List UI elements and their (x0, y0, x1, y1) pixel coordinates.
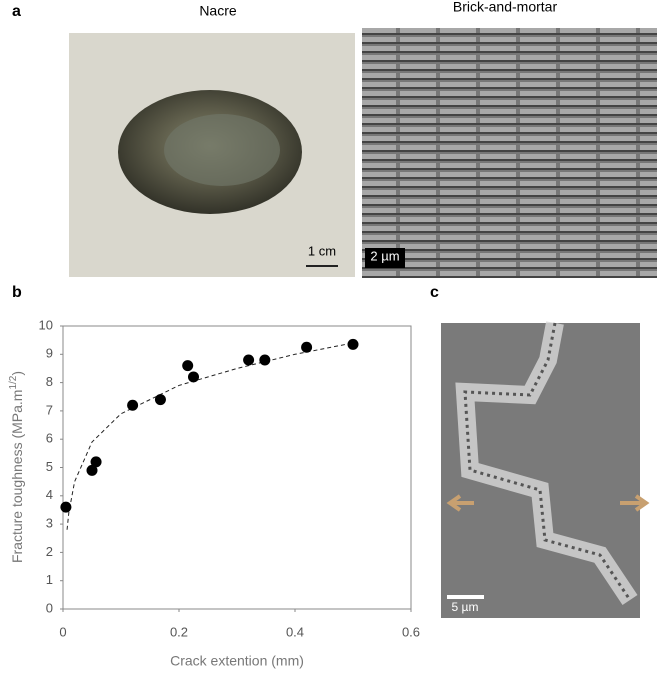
point (301, 341, 313, 353)
x-tick-label: 0 (59, 624, 66, 639)
panel-label: a (12, 3, 21, 20)
scale-box (365, 248, 405, 268)
y-tick-label: 2 (46, 544, 53, 559)
y-tick-label: 3 (46, 516, 53, 531)
y-tick-label: 8 (46, 374, 53, 389)
scale-label: 2 µm (370, 248, 399, 263)
plot-frame (62, 325, 412, 610)
y-tick-label: 5 (46, 459, 53, 474)
point (60, 501, 72, 513)
sem-image (362, 28, 657, 278)
point (127, 399, 139, 411)
panel-label: b (12, 284, 22, 301)
point (347, 338, 359, 350)
y-tick-label: 0 (46, 600, 53, 615)
x-tick-label: 0.4 (286, 624, 304, 639)
y-tick-label: 4 (46, 487, 53, 502)
point (188, 371, 199, 383)
scale-label: 1 cm (308, 243, 336, 258)
point (154, 394, 166, 406)
y-axis-title: Fracture toughness (MPa.m1/2) (8, 371, 25, 563)
panel-title: Brick-and-mortar (453, 0, 558, 15)
trend-line (66, 342, 354, 530)
panel-title: Nacre (199, 3, 237, 19)
chart: Crack extention (mm) Fracture toughness … (8, 317, 420, 668)
y-tick-label: 9 (46, 346, 53, 361)
point (182, 360, 194, 372)
y-tick-label: 6 (46, 431, 53, 446)
point (259, 354, 271, 366)
crack-core (463, 322, 632, 601)
y-title-part: ) (9, 371, 25, 376)
shell-inner (164, 114, 280, 186)
x-axis-title: Crack extention (mm) (170, 653, 304, 669)
y-title-sup: 1/2 (8, 375, 19, 389)
y-tick-label: 1 (46, 572, 53, 587)
x-tick-label: 0.6 (402, 624, 420, 639)
point (243, 354, 255, 366)
arrow (446, 494, 474, 512)
arrow (620, 494, 650, 512)
scale-label: 5 µm (452, 600, 479, 614)
panel-label: c (430, 284, 439, 301)
x-tick-label: 0.2 (170, 624, 188, 639)
point (86, 464, 98, 476)
point (90, 456, 102, 468)
y-tick-label: 7 (46, 402, 53, 417)
y-tick-label: 10 (39, 317, 53, 332)
y-title-part: Fracture toughness (MPa.m (9, 390, 25, 564)
